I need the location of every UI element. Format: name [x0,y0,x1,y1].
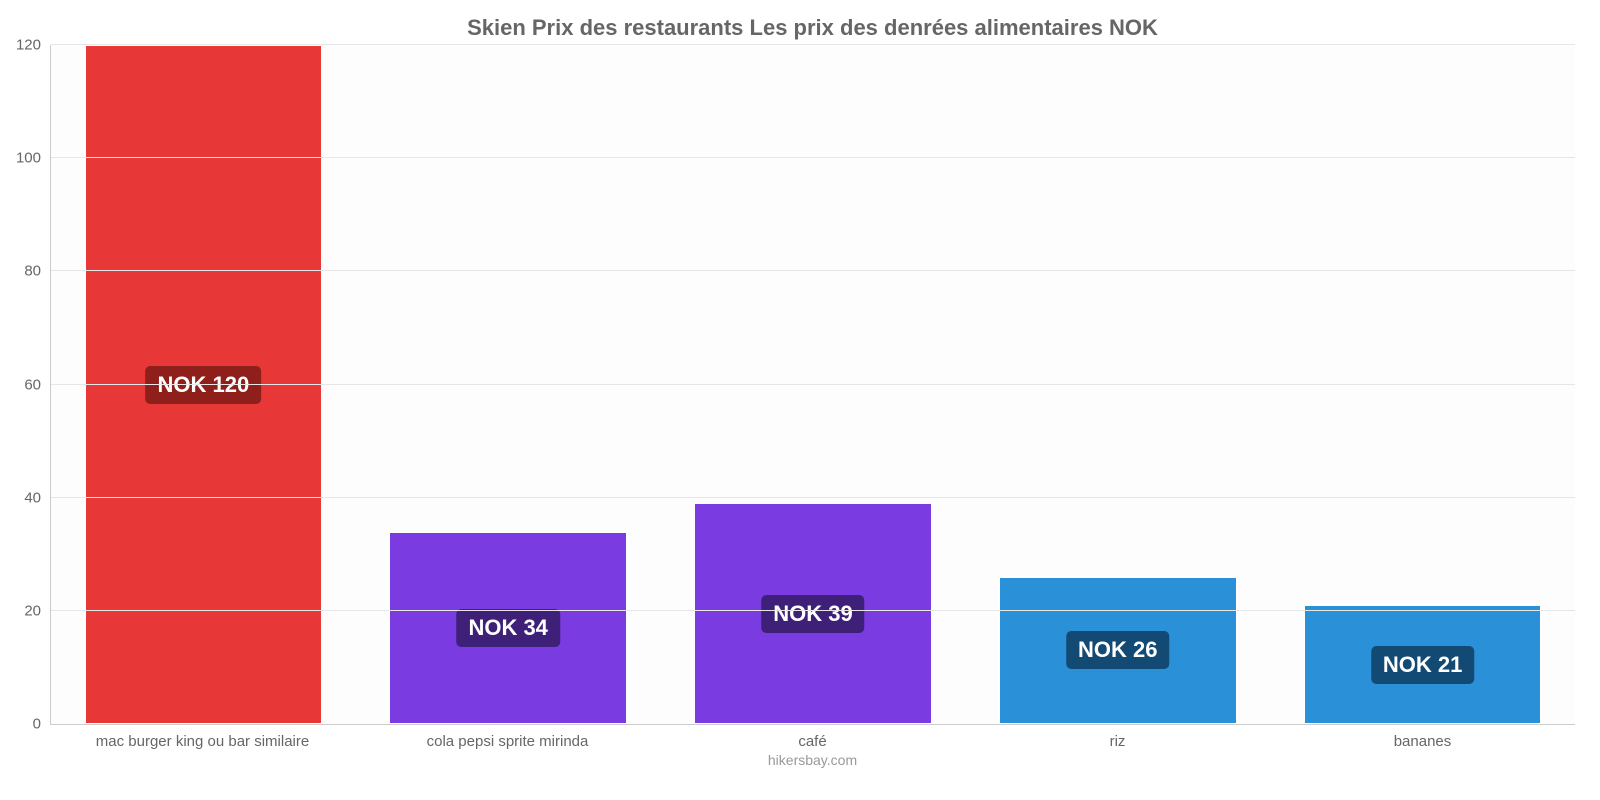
y-tick-label: 40 [24,489,41,506]
bar-slot: NOK 120 [51,45,356,724]
bar: NOK 21 [1304,605,1542,724]
chart-title: Skien Prix des restaurants Les prix des … [50,15,1575,45]
y-tick-label: 20 [24,602,41,619]
y-tick-label: 120 [16,37,41,54]
y-tick-label: 100 [16,150,41,167]
value-badge: NOK 26 [1066,631,1169,669]
bar-slot: NOK 21 [1270,45,1575,724]
value-badge: NOK 21 [1371,646,1474,684]
value-badge: NOK 34 [456,609,559,647]
gridline [51,497,1575,498]
x-tick-label: riz [965,733,1270,750]
bar-slot: NOK 26 [965,45,1270,724]
gridline [51,610,1575,611]
y-tick-label: 0 [33,716,41,733]
x-tick-label: bananes [1270,733,1575,750]
bar: NOK 26 [999,577,1237,724]
gridline [51,157,1575,158]
bar: NOK 34 [389,532,627,724]
x-tick-label: cola pepsi sprite mirinda [355,733,660,750]
y-tick-label: 80 [24,263,41,280]
bar: NOK 39 [694,503,932,724]
gridline [51,270,1575,271]
attribution-text: hikersbay.com [50,752,1575,768]
bar-slot: NOK 39 [661,45,966,724]
bar: NOK 120 [85,45,323,724]
bar-slot: NOK 34 [356,45,661,724]
x-axis-labels: mac burger king ou bar similairecola pep… [50,733,1575,750]
y-tick-label: 60 [24,376,41,393]
bars-container: NOK 120 NOK 34 NOK 39 NOK 26 NOK 21 [51,45,1575,724]
x-tick-label: mac burger king ou bar similaire [50,733,355,750]
value-badge: NOK 120 [146,366,262,404]
gridline [51,44,1575,45]
plot-area: NOK 120NOK 34NOK 39NOK 26NOK 21 02040608… [50,45,1575,725]
x-tick-label: café [660,733,965,750]
price-bar-chart: Skien Prix des restaurants Les prix des … [0,0,1600,800]
gridline [51,384,1575,385]
value-badge: NOK 39 [761,595,864,633]
